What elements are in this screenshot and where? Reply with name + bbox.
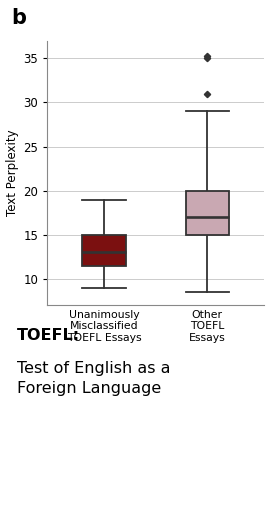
- Text: Test of English as a
Foreign Language: Test of English as a Foreign Language: [17, 361, 170, 395]
- Text: TOEFL:: TOEFL:: [17, 328, 80, 343]
- Text: b: b: [11, 8, 26, 27]
- Bar: [186, 191, 229, 235]
- Y-axis label: Text Perplexity: Text Perplexity: [6, 130, 19, 216]
- Bar: [82, 235, 126, 266]
